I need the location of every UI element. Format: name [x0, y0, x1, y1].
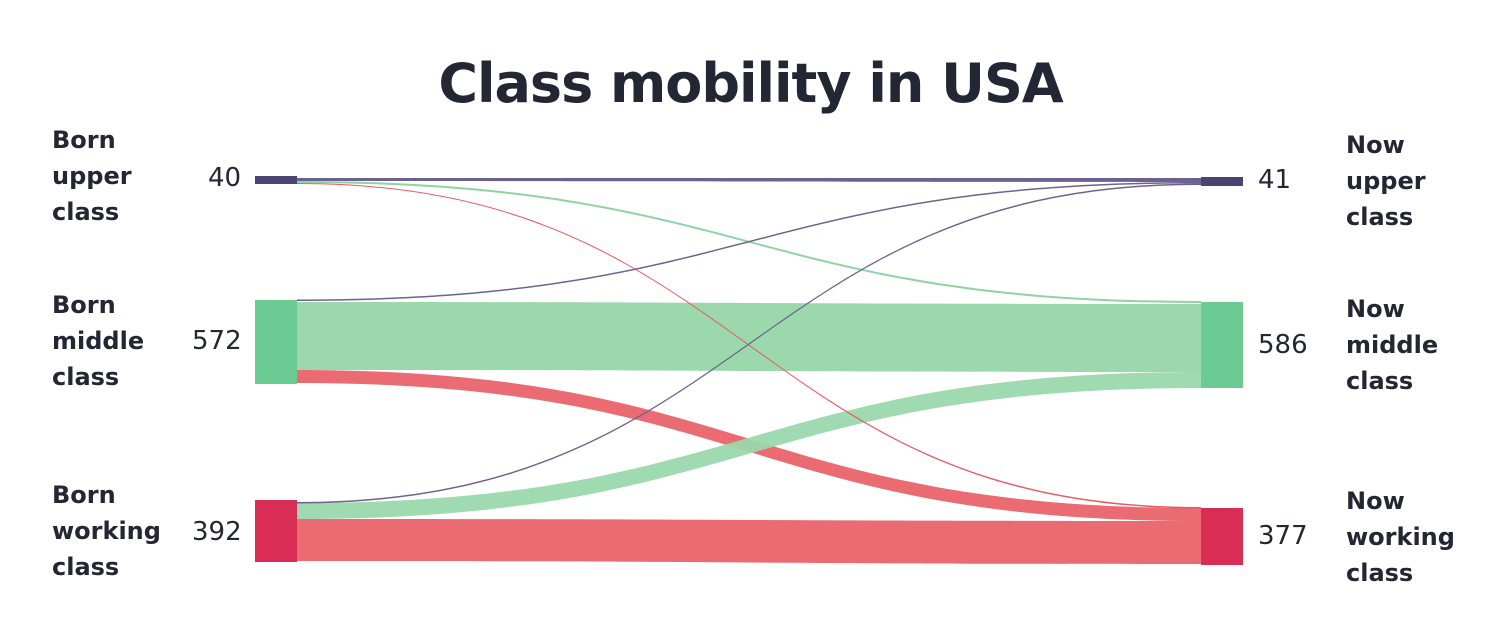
- label-line: Now: [1346, 131, 1405, 159]
- label-line: upper: [52, 162, 132, 190]
- flow-working-to-middle: [297, 372, 1201, 519]
- right-value-middle: 586: [1258, 330, 1308, 360]
- left-value-upper: 40: [208, 163, 242, 193]
- label-line: class: [1346, 559, 1414, 587]
- label-line: middle: [1346, 331, 1439, 359]
- label-line: class: [1346, 367, 1414, 395]
- label-line: middle: [52, 327, 145, 355]
- right-label-middle: Now middle class: [1346, 291, 1438, 399]
- flow-upper-to-upper: [297, 178, 1201, 182]
- right-value-upper: 41: [1258, 165, 1292, 195]
- label-line: Born: [52, 481, 116, 509]
- right-label-upper: Now upper class: [1346, 127, 1426, 235]
- node-born-middle: [255, 300, 297, 384]
- label-line: working: [1346, 523, 1455, 551]
- label-line: class: [52, 198, 120, 226]
- label-line: class: [1346, 203, 1414, 231]
- flow-working-to-upper: [297, 183, 1201, 504]
- flow-working-to-working: [297, 519, 1201, 564]
- node-now-working: [1201, 508, 1243, 565]
- label-line: class: [52, 363, 120, 391]
- left-label-upper: Born upper class: [52, 122, 132, 230]
- node-born-working: [255, 500, 297, 562]
- label-line: Born: [52, 126, 116, 154]
- flow-middle-to-middle: [297, 302, 1201, 372]
- flow-middle-to-upper: [297, 182, 1201, 301]
- node-now-middle: [1201, 302, 1243, 388]
- label-line: Now: [1346, 295, 1405, 323]
- left-label-working: Born working class: [52, 477, 161, 585]
- right-label-working: Now working class: [1346, 483, 1455, 591]
- chart-title: Class mobility in USA: [438, 52, 1063, 115]
- label-line: upper: [1346, 167, 1426, 195]
- label-line: Now: [1346, 487, 1405, 515]
- node-born-upper: [255, 176, 297, 184]
- label-line: Born: [52, 291, 116, 319]
- left-value-working: 392: [192, 517, 242, 547]
- right-value-working: 377: [1258, 521, 1308, 551]
- label-line: working: [52, 517, 161, 545]
- label-line: class: [52, 553, 120, 581]
- left-value-middle: 572: [192, 326, 242, 356]
- left-label-middle: Born middle class: [52, 287, 144, 395]
- node-now-upper: [1201, 177, 1243, 186]
